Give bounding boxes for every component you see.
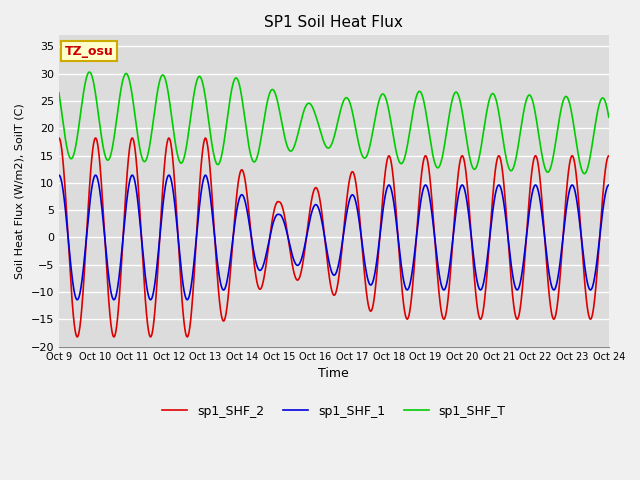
sp1_SHF_2 bbox=[74, 334, 81, 340]
sp1_SHF_1 bbox=[575, 214, 583, 219]
X-axis label: Time: Time bbox=[319, 367, 349, 380]
sp1_SHF_1 bbox=[472, 275, 480, 280]
sp1_SHF_1 bbox=[605, 182, 612, 188]
Line: sp1_SHF_2: sp1_SHF_2 bbox=[59, 138, 609, 337]
sp1_SHF_T bbox=[575, 155, 583, 161]
sp1_SHF_1 bbox=[55, 172, 63, 178]
sp1_SHF_T bbox=[86, 69, 93, 75]
sp1_SHF_2 bbox=[605, 153, 612, 159]
sp1_SHF_T bbox=[457, 102, 465, 108]
Line: sp1_SHF_T: sp1_SHF_T bbox=[59, 72, 609, 174]
sp1_SHF_T bbox=[55, 90, 63, 96]
sp1_SHF_2 bbox=[55, 135, 63, 141]
Title: SP1 Soil Heat Flux: SP1 Soil Heat Flux bbox=[264, 15, 403, 30]
sp1_SHF_2 bbox=[575, 202, 583, 208]
sp1_SHF_1 bbox=[582, 271, 589, 276]
sp1_SHF_1 bbox=[242, 202, 250, 207]
sp1_SHF_T bbox=[582, 169, 589, 175]
sp1_SHF_T bbox=[242, 123, 250, 129]
sp1_SHF_2 bbox=[242, 182, 250, 188]
sp1_SHF_T bbox=[605, 114, 612, 120]
Text: TZ_osu: TZ_osu bbox=[65, 45, 113, 58]
sp1_SHF_2 bbox=[582, 291, 589, 297]
sp1_SHF_1 bbox=[316, 207, 323, 213]
sp1_SHF_2 bbox=[472, 297, 480, 303]
sp1_SHF_T bbox=[472, 164, 480, 170]
Legend: sp1_SHF_2, sp1_SHF_1, sp1_SHF_T: sp1_SHF_2, sp1_SHF_1, sp1_SHF_T bbox=[157, 400, 511, 423]
Y-axis label: Soil Heat Flux (W/m2), SoilT (C): Soil Heat Flux (W/m2), SoilT (C) bbox=[15, 103, 25, 279]
Line: sp1_SHF_1: sp1_SHF_1 bbox=[59, 175, 609, 300]
sp1_SHF_1 bbox=[74, 297, 81, 302]
sp1_SHF_T bbox=[580, 171, 588, 177]
sp1_SHF_1 bbox=[457, 183, 465, 189]
sp1_SHF_2 bbox=[457, 155, 465, 160]
sp1_SHF_T bbox=[316, 124, 323, 130]
sp1_SHF_2 bbox=[316, 193, 323, 199]
